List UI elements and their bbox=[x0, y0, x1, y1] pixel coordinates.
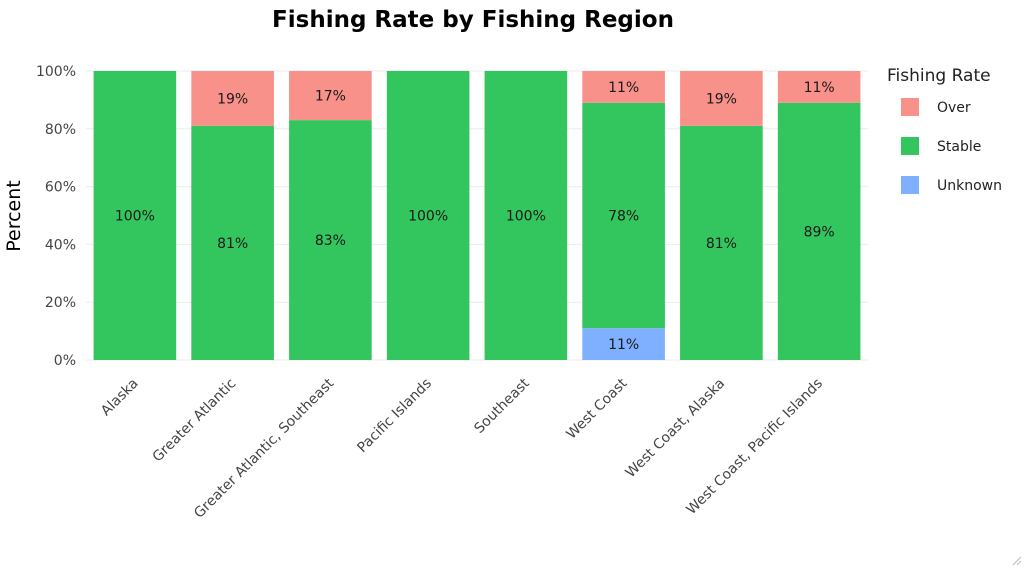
y-tick-label: 60% bbox=[45, 180, 76, 196]
bar-stable[interactable] bbox=[680, 125, 763, 360]
bar-over[interactable] bbox=[777, 71, 861, 103]
bar-stable[interactable] bbox=[484, 71, 568, 360]
x-tick-label: West Coast bbox=[564, 375, 631, 442]
y-tick-label: 0% bbox=[54, 353, 76, 369]
data-label: 11% bbox=[608, 80, 639, 96]
data-label: 78% bbox=[608, 209, 639, 225]
data-label: 81% bbox=[217, 236, 248, 252]
data-label: 83% bbox=[315, 233, 346, 249]
data-label: 19% bbox=[706, 91, 737, 107]
legend: Fishing Rate Over Stable Unknown bbox=[887, 66, 1002, 194]
y-tick-label: 100% bbox=[36, 64, 76, 80]
legend-label-over[interactable]: Over bbox=[937, 100, 971, 116]
data-label: 19% bbox=[217, 91, 248, 107]
data-label: 11% bbox=[804, 80, 835, 96]
legend-title: Fishing Rate bbox=[887, 66, 991, 86]
data-label: 100% bbox=[115, 209, 155, 225]
resize-handle-icon[interactable] bbox=[1010, 554, 1022, 566]
legend-label-stable[interactable]: Stable bbox=[937, 139, 981, 155]
bar-over[interactable] bbox=[582, 71, 665, 103]
data-labels: 100% 81% 19% 83% 17% 100% 100% 11% 78% 11% 81% 19% 8… bbox=[115, 80, 835, 353]
bar-stable[interactable] bbox=[191, 125, 274, 360]
bar-over[interactable] bbox=[289, 71, 372, 121]
data-label: 100% bbox=[506, 209, 546, 225]
bar-over[interactable] bbox=[680, 71, 763, 126]
x-tick-label: Greater Atlantic bbox=[150, 376, 240, 466]
data-label: 100% bbox=[408, 209, 448, 225]
y-tick-label: 20% bbox=[45, 295, 76, 311]
bars bbox=[93, 71, 861, 360]
x-tick-label: Southeast bbox=[471, 375, 533, 437]
bar-over[interactable] bbox=[191, 71, 274, 126]
y-tick-label: 40% bbox=[45, 237, 76, 253]
bar-stable[interactable] bbox=[289, 120, 372, 360]
legend-label-unknown[interactable]: Unknown bbox=[937, 178, 1002, 194]
x-tick-label: Alaska bbox=[98, 376, 142, 420]
bar-stable[interactable] bbox=[93, 71, 177, 360]
data-label: 89% bbox=[804, 224, 835, 240]
data-label: 11% bbox=[608, 337, 639, 353]
bar-unknown[interactable] bbox=[582, 328, 665, 360]
chart-title: Fishing Rate by Fishing Region bbox=[272, 7, 674, 33]
x-tick-label: Pacific Islands bbox=[354, 376, 435, 457]
y-axis-title: Percent bbox=[3, 180, 25, 252]
bar-stable[interactable] bbox=[386, 71, 470, 360]
data-label: 81% bbox=[706, 236, 737, 252]
legend-swatch-stable[interactable] bbox=[901, 137, 919, 155]
y-tick-label: 80% bbox=[45, 122, 76, 138]
legend-swatch-over[interactable] bbox=[901, 98, 919, 116]
x-tick-label: West Coast, Alaska bbox=[623, 376, 729, 482]
y-axis-ticks: 0% 20% 40% 60% 80% 100% bbox=[36, 64, 76, 369]
legend-swatch-unknown[interactable] bbox=[901, 176, 919, 194]
bar-stable[interactable] bbox=[777, 102, 861, 360]
bar-stable[interactable] bbox=[582, 102, 665, 329]
data-label: 17% bbox=[315, 89, 346, 105]
